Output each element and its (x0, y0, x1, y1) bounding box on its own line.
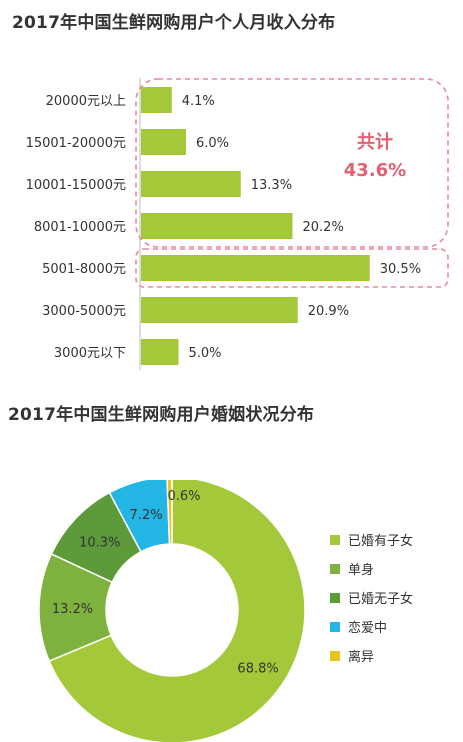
category-label-6: 3000元以下 (54, 346, 126, 361)
highlight-box-mid-income (135, 248, 449, 288)
bar-2 (141, 171, 241, 197)
bar-0 (141, 87, 172, 113)
bar-3 (141, 213, 293, 239)
slice-value-label-0: 68.8% (237, 661, 278, 676)
value-label-1: 6.0% (196, 136, 229, 151)
slice-value-label-3: 7.2% (130, 508, 163, 523)
legend-label-2: 已婚无子女 (348, 591, 413, 607)
legend-swatch-0 (330, 535, 340, 545)
bar-5 (141, 297, 298, 323)
category-label-2: 10001-15000元 (26, 178, 126, 193)
legend-swatch-3 (330, 622, 340, 632)
legend-label-4: 离异 (348, 649, 374, 665)
category-label-5: 3000-5000元 (42, 304, 126, 319)
category-label-3: 8001-10000元 (34, 220, 126, 235)
slice-value-label-4: 0.6% (167, 489, 200, 504)
value-label-0: 4.1% (182, 94, 215, 109)
donut-slice-4 (166, 480, 173, 545)
income-bar-chart: 20000元以上 4.1% 15001-20000元 6.0% 10001-15000元… (26, 78, 449, 370)
legend-label-3: 恋爱中 (348, 620, 387, 636)
total-annotation-label: 共计 (357, 131, 393, 153)
legend-swatch-1 (330, 564, 340, 574)
total-annotation-value: 43.6% (344, 160, 406, 181)
donut-slice-3 (108, 480, 171, 553)
category-label-0: 20000元以上 (46, 94, 126, 109)
category-label-1: 15001-20000元 (26, 136, 126, 151)
donut-chart-title: 2017年中国生鲜网购用户婚姻状况分布 (8, 405, 315, 425)
value-label-4: 30.5% (380, 262, 421, 277)
value-label-2: 13.3% (251, 178, 292, 193)
slice-value-label-2: 10.3% (79, 536, 120, 551)
value-label-3: 20.2% (303, 220, 344, 235)
bar-4 (141, 255, 370, 281)
value-label-5: 20.9% (308, 304, 349, 319)
legend-swatch-2 (330, 593, 340, 603)
legend-swatch-4 (330, 651, 340, 661)
highlight-box-high-income (135, 78, 449, 248)
value-label-6: 5.0% (189, 346, 222, 361)
legend-label-0: 已婚有子女 (348, 533, 413, 549)
legend-label-1: 单身 (348, 562, 374, 578)
category-label-4: 5001-8000元 (42, 262, 126, 277)
bar-chart-title: 2017年中国生鲜网购用户个人月收入分布 (12, 13, 336, 33)
bar-6 (141, 339, 179, 365)
donut-slice-0 (48, 480, 306, 742)
bar-1 (141, 129, 186, 155)
slice-value-label-1: 13.2% (52, 602, 93, 617)
